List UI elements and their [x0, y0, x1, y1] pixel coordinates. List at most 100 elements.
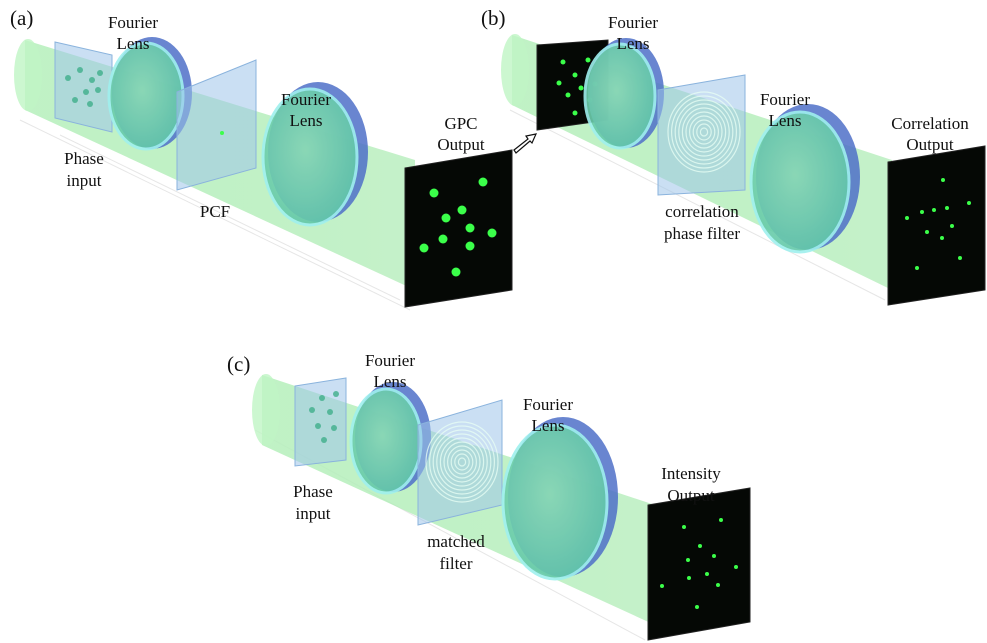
ring — [670, 95, 737, 169]
label: correlation — [665, 202, 739, 221]
filter-rings — [667, 91, 741, 173]
output-screen — [647, 487, 751, 641]
ring — [450, 449, 474, 475]
lens — [501, 423, 609, 581]
output-spots — [905, 178, 971, 270]
label: Fourier — [365, 351, 415, 370]
spot — [478, 177, 488, 187]
ring — [681, 107, 727, 157]
panel-b: (b) Fourier Lens Fourier Lens correlatio… — [481, 6, 986, 306]
spot — [716, 583, 720, 587]
spot — [950, 224, 954, 228]
ring — [425, 421, 499, 503]
bump — [83, 89, 89, 95]
output-screen — [404, 149, 513, 308]
bump — [89, 77, 95, 83]
spot — [719, 518, 723, 522]
ring — [692, 119, 716, 145]
ring — [454, 453, 470, 471]
spot — [920, 210, 924, 214]
ring — [457, 457, 467, 467]
lens — [107, 41, 185, 151]
spot — [940, 236, 944, 240]
phase-bumps — [309, 391, 339, 443]
label: phase filter — [664, 224, 740, 243]
pcf-dot — [220, 131, 224, 135]
label: Fourier — [281, 90, 331, 109]
ring — [674, 99, 734, 165]
spot — [572, 72, 578, 78]
ring — [699, 127, 709, 137]
spot — [958, 256, 962, 260]
spot — [932, 208, 936, 212]
spot — [429, 188, 439, 198]
spot — [925, 230, 929, 234]
bump — [319, 395, 325, 401]
label: Output — [906, 135, 954, 154]
spot — [578, 85, 584, 91]
label: GPC — [444, 114, 477, 133]
label: PCF — [200, 202, 230, 221]
label: Correlation — [891, 114, 969, 133]
label: Lens — [289, 111, 322, 130]
spot — [698, 544, 702, 548]
label: Lens — [116, 34, 149, 53]
floor-line — [509, 109, 886, 301]
bump — [97, 70, 103, 76]
beam-source — [501, 34, 529, 106]
spot — [905, 216, 909, 220]
ring — [685, 111, 723, 153]
ring — [688, 115, 719, 149]
filter-rings — [425, 421, 499, 503]
floor-line — [19, 119, 411, 311]
label: Lens — [768, 111, 801, 130]
output-spots — [419, 177, 497, 277]
arrow — [513, 133, 538, 154]
spot — [660, 584, 664, 588]
output-spots — [660, 518, 738, 609]
ring — [696, 123, 712, 141]
spot — [565, 92, 571, 98]
lens — [349, 387, 423, 495]
lens — [749, 110, 851, 254]
label: Fourier — [108, 13, 158, 32]
label: Output — [667, 486, 715, 505]
ring — [439, 437, 485, 487]
spot — [441, 213, 451, 223]
phase-plate — [54, 41, 113, 133]
spot — [457, 205, 467, 215]
ring — [443, 441, 481, 483]
pcf-plate — [176, 59, 257, 191]
label: Phase — [293, 482, 333, 501]
panel-label: (a) — [10, 6, 33, 30]
bump — [327, 409, 333, 415]
lens — [261, 87, 359, 227]
bump — [315, 423, 321, 429]
beam-source — [252, 374, 280, 446]
spot — [734, 565, 738, 569]
ring — [667, 91, 741, 173]
bump — [331, 425, 337, 431]
ring — [678, 103, 730, 161]
ring — [432, 429, 492, 495]
label: matched — [427, 532, 485, 551]
phase-plate — [294, 377, 347, 467]
spot — [556, 80, 562, 86]
bump — [333, 391, 339, 397]
label: input — [67, 171, 102, 190]
spot — [686, 558, 690, 562]
spot — [967, 201, 971, 205]
bump — [72, 97, 78, 103]
beam-source — [14, 39, 42, 111]
label: Lens — [531, 416, 564, 435]
spot — [487, 228, 497, 238]
phase-bumps — [65, 67, 103, 107]
spot — [945, 206, 949, 210]
spot — [705, 572, 709, 576]
panel-c: (c) Fourier Lens Fourier Lens Phase inpu… — [227, 351, 751, 641]
label: Fourier — [523, 395, 573, 414]
output-screen — [887, 145, 986, 306]
ring — [429, 425, 496, 499]
spot — [941, 178, 945, 182]
spot — [915, 266, 919, 270]
